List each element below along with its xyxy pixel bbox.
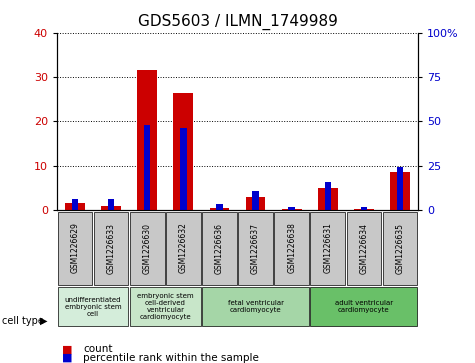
FancyBboxPatch shape	[275, 212, 309, 285]
Bar	[173, 93, 193, 210]
Title: GDS5603 / ILMN_1749989: GDS5603 / ILMN_1749989	[138, 14, 337, 30]
Text: cell type: cell type	[2, 316, 44, 326]
Bar	[108, 199, 114, 210]
Text: ■: ■	[62, 344, 72, 354]
Text: fetal ventricular
cardiomyocyte: fetal ventricular cardiomyocyte	[228, 300, 284, 313]
Text: percentile rank within the sample: percentile rank within the sample	[83, 352, 259, 363]
Bar	[318, 188, 338, 210]
Bar	[282, 209, 302, 210]
FancyBboxPatch shape	[202, 287, 309, 326]
Text: GSM1226629: GSM1226629	[71, 223, 79, 273]
FancyBboxPatch shape	[383, 212, 417, 285]
Text: GSM1226637: GSM1226637	[251, 223, 260, 274]
Text: GSM1226632: GSM1226632	[179, 223, 188, 273]
Bar	[288, 207, 295, 210]
Text: adult ventricular
cardiomyocyte: adult ventricular cardiomyocyte	[335, 300, 393, 313]
Bar	[180, 129, 187, 210]
FancyBboxPatch shape	[58, 212, 92, 285]
FancyBboxPatch shape	[311, 287, 417, 326]
FancyBboxPatch shape	[311, 212, 345, 285]
Bar	[72, 199, 78, 210]
Bar	[216, 204, 223, 210]
Bar	[65, 203, 85, 210]
Bar	[101, 205, 121, 210]
Text: GSM1226634: GSM1226634	[360, 223, 368, 274]
Text: GSM1226631: GSM1226631	[323, 223, 332, 273]
Bar	[397, 167, 403, 210]
Text: GSM1226633: GSM1226633	[107, 223, 115, 274]
Text: ■: ■	[62, 352, 72, 363]
Text: ▶: ▶	[40, 316, 48, 326]
Text: GSM1226630: GSM1226630	[143, 223, 152, 274]
Bar	[252, 191, 259, 210]
Text: embryonic stem
cell-derived
ventricular
cardiomyocyte: embryonic stem cell-derived ventricular …	[137, 293, 194, 320]
Bar	[246, 197, 266, 210]
Bar	[324, 182, 331, 210]
FancyBboxPatch shape	[238, 212, 273, 285]
FancyBboxPatch shape	[347, 212, 381, 285]
FancyBboxPatch shape	[130, 212, 164, 285]
Text: count: count	[83, 344, 113, 354]
Bar	[361, 207, 367, 210]
Text: GSM1226636: GSM1226636	[215, 223, 224, 274]
Bar	[144, 125, 151, 210]
Bar	[354, 209, 374, 210]
Bar	[390, 172, 410, 210]
FancyBboxPatch shape	[58, 287, 128, 326]
FancyBboxPatch shape	[130, 287, 200, 326]
Text: GSM1226638: GSM1226638	[287, 223, 296, 273]
FancyBboxPatch shape	[166, 212, 200, 285]
FancyBboxPatch shape	[202, 212, 237, 285]
Text: GSM1226635: GSM1226635	[396, 223, 404, 274]
FancyBboxPatch shape	[94, 212, 128, 285]
Text: undifferentiated
embryonic stem
cell: undifferentiated embryonic stem cell	[65, 297, 122, 317]
Bar	[209, 208, 229, 210]
Bar	[137, 70, 157, 210]
